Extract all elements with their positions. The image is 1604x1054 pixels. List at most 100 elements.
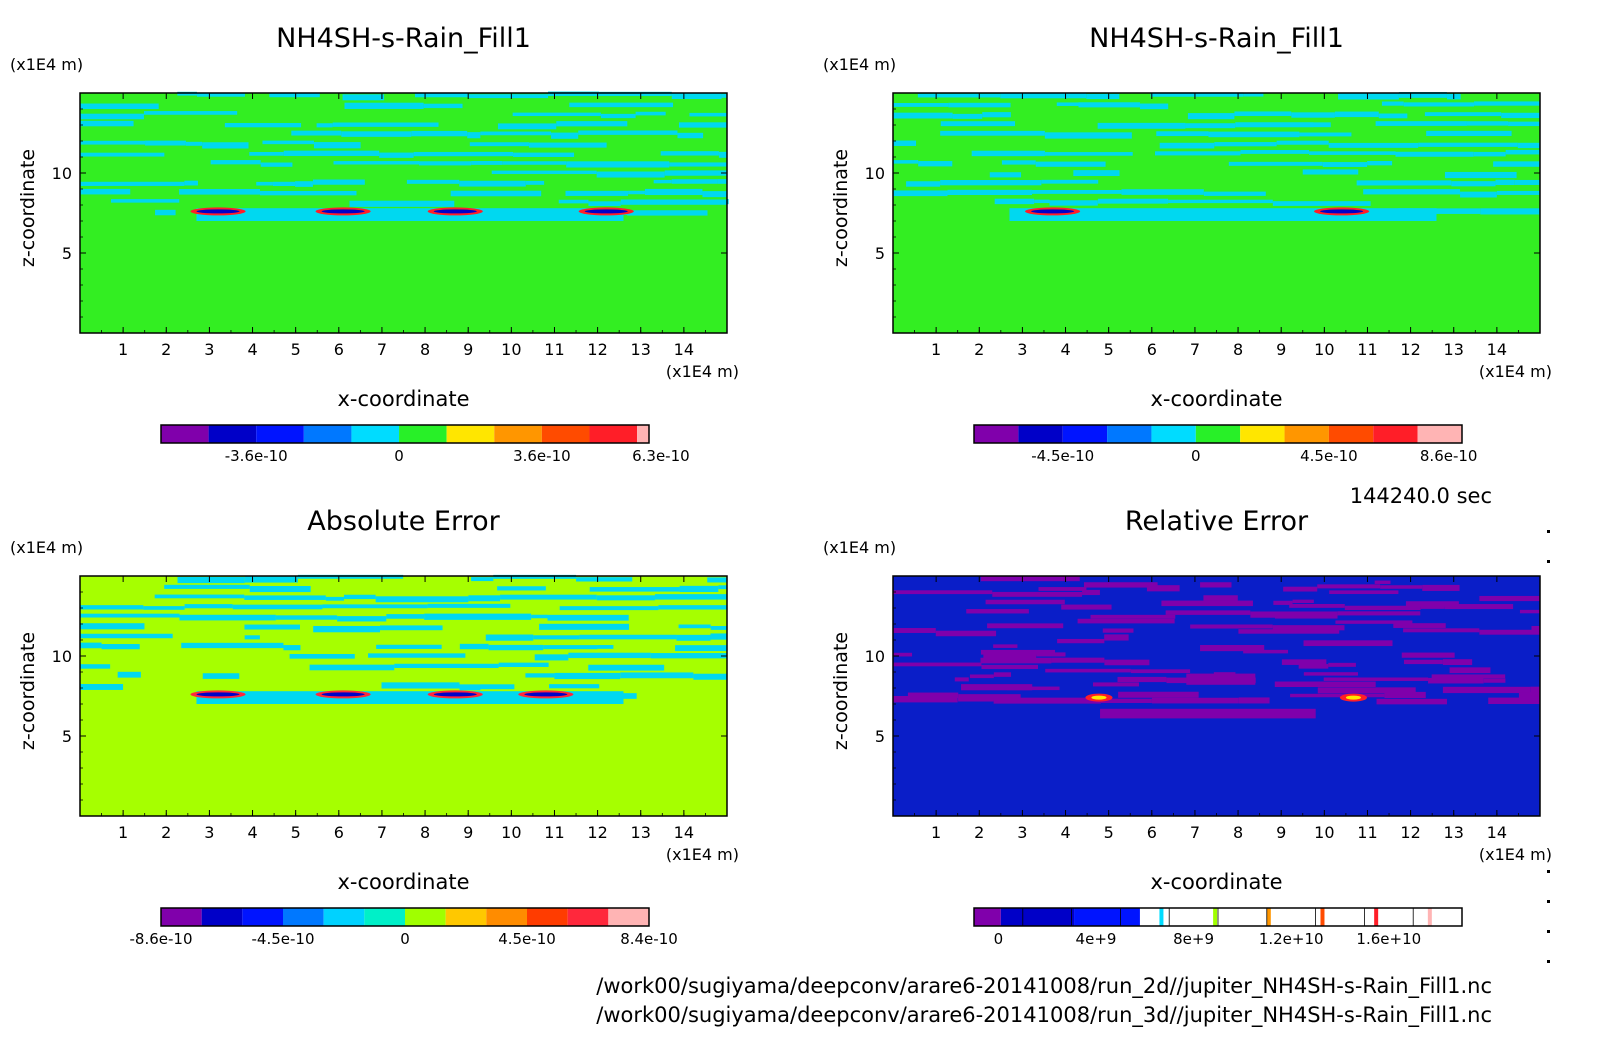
contour-band	[554, 672, 621, 680]
x-tick-label: 7	[1190, 823, 1200, 842]
contour-band	[549, 684, 600, 689]
contour-band	[1121, 189, 1204, 195]
colorbar-label: -4.5e-10	[252, 930, 315, 948]
colorbar-label: 0	[394, 447, 404, 465]
contour-band	[1100, 698, 1152, 703]
contour-band	[260, 162, 293, 167]
contour-band	[275, 615, 338, 620]
contour-band	[224, 122, 302, 128]
x-tick-label: 2	[161, 340, 171, 359]
contour-band	[985, 599, 1065, 605]
contour-band	[1449, 667, 1491, 674]
contour-band	[297, 574, 404, 579]
contour-band	[202, 673, 240, 679]
x-tick-label: 13	[631, 340, 651, 359]
contour-band	[249, 585, 311, 593]
colorbar-segment	[1284, 425, 1329, 443]
contour-band	[1044, 132, 1132, 139]
colorbar-segment	[1062, 425, 1108, 443]
y-unit-label: (x1E4 m)	[10, 538, 83, 557]
contour-band	[1514, 179, 1540, 185]
contour-band	[1403, 659, 1443, 665]
colorbar-segment	[1018, 425, 1063, 443]
x-tick-label: 2	[161, 823, 171, 842]
contour-band	[597, 645, 614, 649]
colorbar-frame	[160, 424, 650, 444]
contour-band	[244, 595, 326, 600]
contour-band	[1302, 169, 1359, 175]
contour-band	[1130, 669, 1191, 674]
contour-band	[1518, 692, 1540, 699]
contour-band	[427, 603, 511, 608]
contour-band	[1056, 102, 1079, 106]
contour-band	[283, 645, 301, 651]
contour-band	[958, 694, 1021, 701]
contour-band	[80, 103, 159, 110]
contour-band	[179, 614, 276, 621]
x-axis-label: x-coordinate	[337, 387, 469, 411]
x-tick-label: 6	[1147, 823, 1157, 842]
contour-band	[669, 162, 727, 167]
contour-band	[196, 92, 245, 97]
colorbar-segment	[608, 908, 649, 926]
contour-band	[650, 653, 727, 659]
colorbar-segment	[637, 425, 649, 443]
contour-band	[375, 596, 469, 603]
contour-band	[620, 199, 727, 205]
x-tick-label: 5	[1104, 823, 1114, 842]
contour-band	[80, 120, 134, 127]
contour-band	[80, 683, 124, 690]
contour-band	[718, 585, 727, 590]
contour-band	[1530, 686, 1540, 693]
margin-dot	[1547, 870, 1550, 873]
contour-band	[342, 94, 385, 101]
contour-band	[1156, 131, 1209, 137]
contour-band	[1413, 208, 1481, 214]
contour-band	[1243, 93, 1264, 97]
contour-band	[1422, 584, 1460, 591]
contour-band	[1238, 697, 1270, 704]
contour-band	[1274, 681, 1376, 688]
contour-band	[256, 181, 273, 186]
contour-band	[1187, 113, 1235, 120]
colorbar-segment	[1195, 425, 1241, 443]
contour-band	[551, 132, 579, 139]
x-tick-label: 6	[334, 823, 344, 842]
contour-band	[291, 130, 342, 136]
contour-band	[232, 604, 323, 610]
contour-band	[459, 684, 481, 691]
colorbar-segment	[161, 425, 209, 443]
contour-band	[568, 652, 651, 659]
contour-band	[579, 634, 677, 640]
contour-band	[497, 586, 546, 591]
contour-band	[1323, 677, 1429, 681]
contour-band	[589, 587, 680, 592]
colorbar-segment	[351, 425, 400, 443]
contour-band	[935, 630, 997, 637]
contour-band	[185, 141, 203, 146]
x-tick-label: 1	[118, 823, 128, 842]
contour-cell	[584, 209, 628, 214]
contour-band	[381, 682, 460, 689]
contour-band	[948, 102, 1011, 108]
contour-band	[333, 161, 419, 165]
contour-band	[1405, 601, 1459, 607]
contour-band	[309, 664, 395, 671]
contour-band	[117, 671, 141, 678]
contour-band	[556, 121, 628, 127]
colorbar-label: 8.6e-10	[1420, 447, 1478, 465]
panel-title: NH4SH-s-Rain_Fill1	[276, 23, 531, 54]
contour-band	[80, 623, 145, 630]
time-label: 144240.0 sec	[1349, 484, 1492, 508]
x-tick-label: 7	[1190, 340, 1200, 359]
colorbar-segment	[974, 908, 1001, 926]
contour-band	[1276, 140, 1329, 145]
contour-band	[533, 635, 580, 640]
x-tick-label: 6	[1147, 340, 1157, 359]
x-tick-label: 7	[377, 823, 387, 842]
colorbar-label: 0	[400, 930, 410, 948]
x-unit-label: (x1E4 m)	[1479, 845, 1552, 864]
contour-band	[368, 653, 466, 658]
x-tick-label: 4	[247, 340, 257, 359]
